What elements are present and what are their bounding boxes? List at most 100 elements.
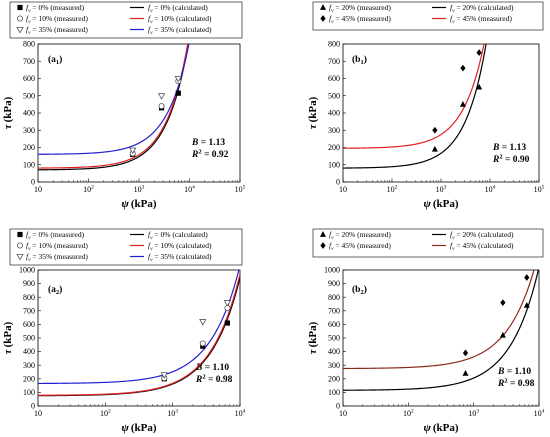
x-tick-label: 104: [235, 409, 246, 419]
x-tick-label: 103: [167, 409, 178, 419]
y-tick-label: 600: [328, 320, 340, 329]
legend-marker: [320, 4, 326, 10]
y-tick-label: 600: [328, 74, 340, 83]
x-tick-label: 104: [184, 185, 195, 195]
data-point: [199, 340, 206, 347]
legend-marker: [16, 26, 24, 34]
calculated-curve: [38, 44, 189, 169]
chart-panel-3: fv = 0% (measured) fv = 0% (calculated)fv…: [2, 228, 246, 434]
y-tick-label: 700: [23, 306, 35, 315]
calculated-curve: [343, 44, 487, 169]
y-tick-label: 0: [336, 402, 340, 411]
y-tick-label: 100: [328, 160, 340, 169]
data-point: [199, 319, 207, 326]
legend-marker: [320, 242, 326, 249]
x-tick-label: 104: [485, 185, 496, 195]
legend-marker: [17, 231, 23, 238]
y-tick-label: 700: [328, 57, 340, 66]
legend-marker: [17, 4, 23, 11]
y-tick-label: 400: [23, 347, 35, 356]
y-tick-label: 100: [23, 388, 35, 397]
data-point: [157, 93, 166, 100]
data-point: [476, 49, 482, 57]
annotation-r2: R2 = 0.92: [191, 149, 229, 161]
legend-label: fv = 20% (measured): [329, 230, 391, 241]
y-tick-label: 1000: [324, 266, 340, 275]
legend-label: fv = 35% (calculated): [148, 25, 212, 36]
y-tick-label: 900: [23, 279, 35, 288]
calculated-curve: [343, 270, 535, 370]
data-point: [524, 274, 530, 281]
legend-label: fv = 0% (calculated): [148, 3, 208, 14]
legend: fv = 20% (measured) fv = 20% (calculated)…: [312, 1, 544, 31]
legend-label: fv = 0% (calculated): [148, 230, 208, 241]
legend: fv = 0% (measured) fv = 0% (calculated)fv…: [9, 228, 243, 266]
legend-label: fv = 10% (measured): [26, 14, 88, 25]
legend-label: fv = 35% (measured): [26, 252, 88, 263]
data-point: [174, 76, 182, 83]
y-tick-label: 200: [328, 374, 340, 383]
legend-label: fv = 20% (calculated): [450, 230, 514, 241]
annotation-b: B = 1.10: [195, 363, 229, 373]
x-tick-label: 103: [468, 409, 479, 419]
x-axis-label: ψ (kPa): [423, 198, 458, 210]
y-tick-label: 800: [23, 40, 35, 49]
x-tick-label: 104: [534, 409, 545, 419]
x-axis-label: ψ (kPa): [423, 422, 458, 434]
y-axis-label: τ(kPa): [307, 96, 319, 129]
legend-label: fv = 0% (measured): [26, 3, 85, 14]
annotation-r2: R2 = 0.98: [497, 378, 535, 390]
y-tick-label: 100: [328, 388, 340, 397]
y-tick-label: 800: [328, 40, 340, 49]
legend-frame: [9, 228, 243, 266]
y-axis-label: τ(kPa): [307, 321, 319, 354]
y-tick-label: 300: [328, 361, 340, 370]
plot-frame: [37, 269, 241, 407]
data-point: [459, 100, 466, 107]
y-tick-label: 300: [23, 361, 35, 370]
calculated-curve: [38, 270, 240, 385]
x-tick-label: 102: [403, 409, 414, 419]
y-tick-label: 500: [328, 334, 340, 343]
data-point: [462, 369, 469, 376]
data-point: [158, 103, 165, 110]
x-axis-label: ψ (kPa): [121, 198, 156, 210]
y-tick-label: 0: [336, 178, 340, 187]
chart-panel-2: fv = 20% (measured) fv = 20% (calculated)…: [307, 1, 545, 210]
x-tick-label: 102: [387, 185, 398, 195]
x-tick-label: 103: [134, 185, 145, 195]
legend-label: fv = 35% (calculated): [148, 252, 212, 263]
data-point: [175, 90, 181, 96]
data-point: [500, 299, 506, 307]
legend-label: fv = 45% (measured): [329, 14, 391, 25]
data-point: [224, 320, 231, 326]
y-tick-label: 400: [328, 347, 340, 356]
y-tick-label: 600: [23, 320, 35, 329]
legend-frame: [9, 1, 243, 39]
data-point: [460, 64, 466, 72]
y-tick-label: 1000: [19, 266, 35, 275]
y-tick-label: 900: [328, 279, 340, 288]
legend-marker: [16, 242, 23, 249]
legend-label: fv = 10% (calculated): [148, 241, 212, 252]
x-axis-label: ψ (kPa): [121, 422, 156, 434]
calculated-curve: [38, 274, 240, 396]
y-tick-label: 800: [328, 293, 340, 302]
legend-label: fv = 35% (measured): [26, 25, 88, 36]
annotation-b: B = 1.13: [492, 143, 526, 153]
legend: fv = 0% (measured) fv = 0% (calculated)fv…: [9, 1, 243, 39]
x-tick-label: 10: [34, 409, 42, 418]
data-point: [462, 349, 469, 357]
y-tick-label: 0: [31, 178, 35, 187]
plot-frame: [37, 43, 241, 183]
legend-label: fv = 20% (measured): [329, 3, 391, 14]
y-tick-label: 600: [23, 74, 35, 83]
annotation-b: B = 1.13: [191, 138, 225, 148]
calculated-curve: [38, 44, 190, 155]
y-tick-label: 500: [328, 91, 340, 100]
legend: fv = 20% (measured) fv = 20% (calculated)…: [312, 228, 544, 258]
y-tick-label: 700: [328, 306, 340, 315]
legend-label: fv = 10% (calculated): [148, 14, 212, 25]
x-tick-label: 105: [235, 185, 246, 195]
